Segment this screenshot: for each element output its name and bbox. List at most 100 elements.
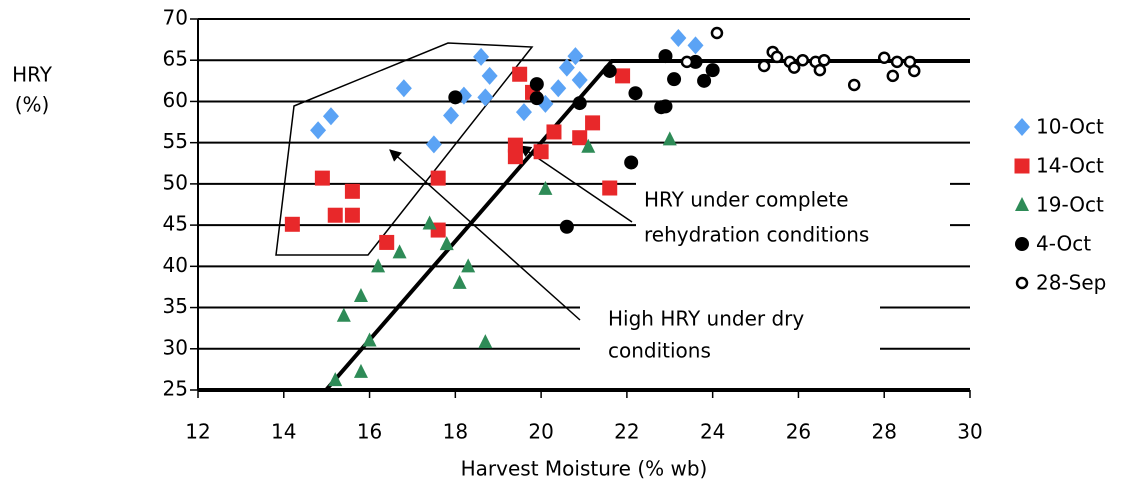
point (559, 219, 574, 234)
legend-marker (1015, 276, 1029, 290)
data-points (284, 26, 921, 387)
point (379, 234, 395, 250)
point (336, 307, 351, 322)
point (670, 28, 687, 47)
point (344, 183, 360, 199)
point (796, 53, 809, 67)
point (572, 130, 588, 146)
point (628, 86, 643, 101)
point (362, 332, 377, 347)
y-tick-label: 50 (163, 170, 188, 194)
point (567, 47, 584, 66)
point (546, 124, 562, 140)
point (507, 137, 523, 153)
legend-label: 4-Oct (1036, 232, 1091, 256)
point (667, 72, 682, 87)
legend-marker (1014, 118, 1030, 136)
point (461, 258, 476, 273)
y-tick-label: 45 (163, 212, 188, 236)
point (813, 63, 827, 77)
point (439, 236, 454, 251)
point (328, 372, 343, 387)
point (395, 79, 412, 98)
point (658, 49, 673, 64)
x-tick-label: 18 (443, 420, 468, 444)
trend-line (324, 59, 970, 392)
legend-label: 10-Oct (1036, 115, 1104, 139)
point (425, 135, 442, 154)
point (662, 131, 677, 146)
point (890, 55, 904, 69)
point (687, 36, 704, 55)
point (877, 51, 891, 64)
point (473, 47, 490, 66)
point (507, 149, 523, 165)
point (558, 58, 575, 77)
point (697, 73, 712, 88)
point (585, 115, 601, 131)
y-tick-label: 40 (163, 253, 188, 277)
annotation: rehydration conditions (644, 223, 869, 247)
y-tick-label: 35 (163, 294, 188, 318)
point (477, 88, 494, 107)
point (512, 66, 528, 82)
point (452, 274, 467, 289)
legend-label: 14-Oct (1036, 154, 1104, 178)
point (550, 79, 567, 98)
point (680, 55, 694, 69)
point (327, 207, 343, 223)
point (344, 207, 360, 223)
point (443, 106, 460, 125)
point (430, 170, 446, 186)
y-tick-label: 65 (163, 47, 188, 71)
point (886, 69, 900, 83)
arrow (389, 149, 581, 321)
x-tick-label: 12 (185, 420, 210, 444)
annotation: HRY under complete (644, 188, 849, 212)
point (422, 215, 437, 230)
legend-marker (1015, 237, 1029, 251)
point (538, 180, 553, 195)
x-tick-label: 22 (614, 420, 639, 444)
x-tick-label: 26 (786, 420, 811, 444)
y-tick-label: 55 (163, 129, 188, 153)
legend-marker (1015, 197, 1029, 211)
point (847, 78, 861, 92)
point (770, 50, 784, 64)
point (615, 68, 631, 84)
point (581, 138, 596, 153)
y-axis-label: (%) (15, 93, 50, 117)
legend-label: 28-Sep (1036, 271, 1106, 295)
point (624, 155, 639, 170)
point (284, 216, 300, 232)
point (322, 107, 339, 126)
point (533, 144, 549, 160)
y-tick-label: 70 (163, 6, 188, 30)
point (314, 170, 330, 186)
legend-marker (1014, 158, 1030, 174)
point (529, 77, 544, 92)
legend-label: 19-Oct (1036, 193, 1104, 217)
x-tick-label: 28 (871, 420, 896, 444)
point (787, 61, 801, 74)
point (710, 26, 724, 40)
dry-region (275, 42, 534, 256)
point (757, 59, 771, 73)
y-tick-label: 25 (163, 377, 188, 401)
x-tick-label: 24 (700, 420, 725, 444)
point (602, 180, 618, 196)
annotation-shapes (275, 42, 970, 392)
point (705, 63, 720, 78)
annotation-box (580, 298, 880, 370)
point (658, 99, 673, 114)
point (310, 121, 327, 140)
point (571, 71, 588, 90)
x-axis-label: Harvest Moisture (% wb) (461, 457, 708, 481)
annotation-box (636, 182, 950, 254)
point (481, 66, 498, 85)
point (572, 96, 587, 111)
point (478, 334, 493, 349)
point (529, 91, 544, 106)
annotation: conditions (608, 339, 711, 363)
